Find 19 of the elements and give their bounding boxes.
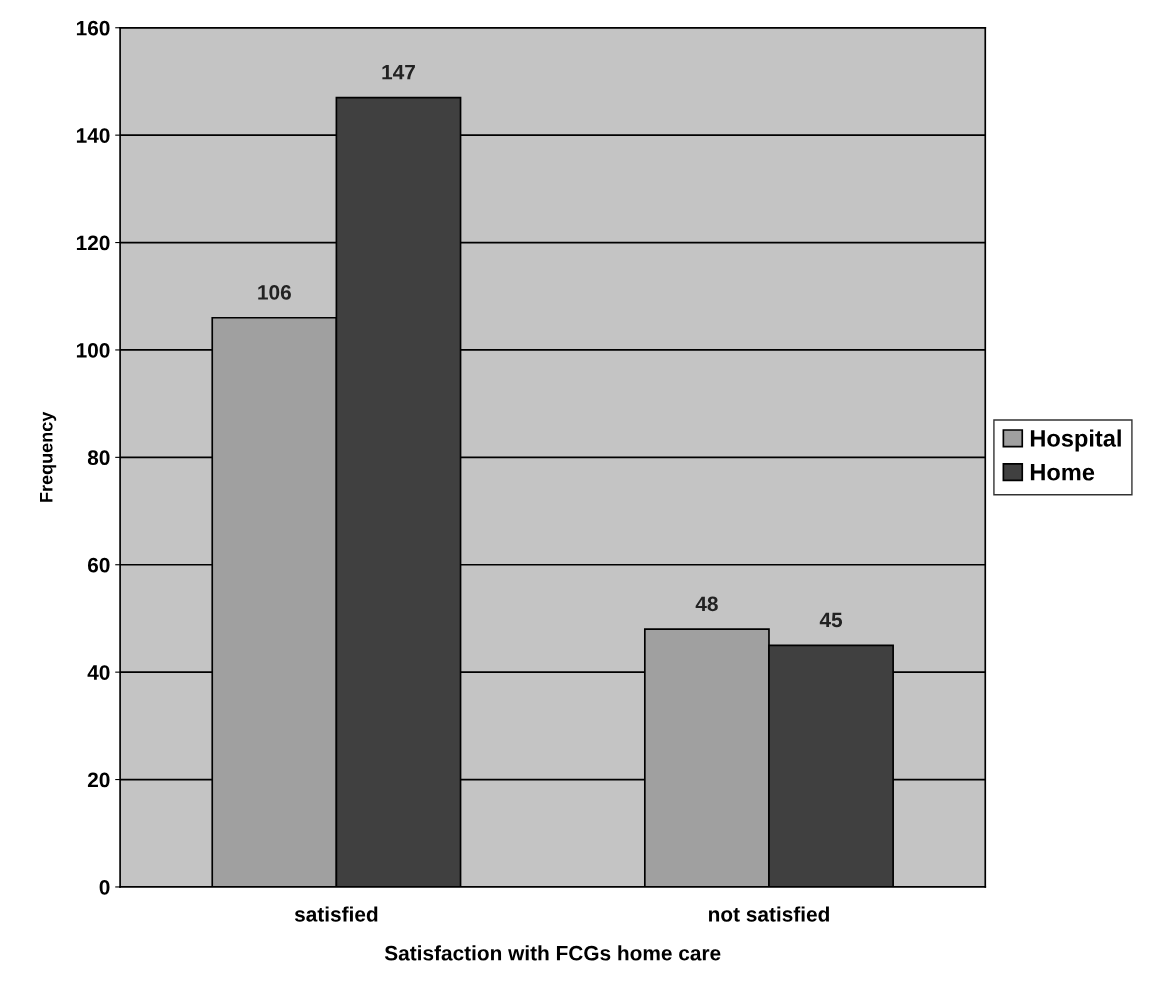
y-tick-label: 80 (87, 450, 110, 466)
legend-label: Home (1030, 464, 1095, 481)
data-label: 106 (258, 284, 291, 300)
data-label: 147 (382, 65, 415, 80)
y-tick-label: 20 (87, 772, 110, 788)
x-axis-title: Satisfaction with FCGs home care (384, 945, 721, 961)
legend-label: Hospital (1030, 429, 1121, 452)
y-tick-label: 120 (76, 235, 110, 251)
y-tick-label: 140 (76, 128, 110, 143)
y-tick-label: 40 (87, 665, 110, 680)
data-label: 45 (819, 612, 843, 628)
x-tick-label: not satisfied (709, 906, 829, 922)
x-tick-label: satisfied (294, 906, 378, 922)
data-label: 48 (695, 596, 718, 612)
y-tick-label: 60 (87, 557, 110, 573)
y-tick-label: 100 (76, 342, 110, 358)
y-axis-title: Frequency (40, 411, 57, 502)
y-tick-label: 160 (76, 20, 110, 36)
y-tick-label: 0 (99, 879, 110, 895)
